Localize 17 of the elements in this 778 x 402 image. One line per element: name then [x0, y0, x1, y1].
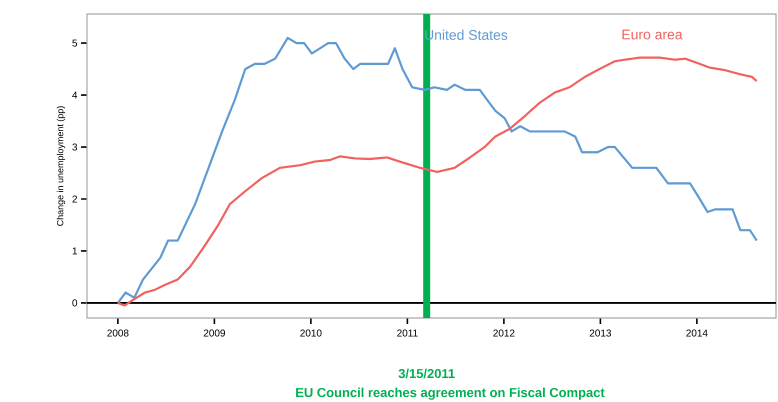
x-tick-label: 2012: [493, 330, 514, 337]
x-tick-label: 2009: [204, 330, 225, 337]
x-tick-label: 2013: [590, 330, 612, 337]
x-tick-label: 2011: [397, 330, 418, 337]
x-tick-label: 2010: [300, 330, 322, 337]
y-tick-label: 2: [72, 196, 77, 202]
ref-line-label: 3/15/2011: [398, 368, 455, 378]
y-tick-label: 0: [72, 299, 78, 306]
y-tick-label: 5: [72, 40, 78, 47]
y-axis-title: Change in unemployment (pp): [56, 106, 66, 226]
x-tick-label: 2008: [107, 330, 129, 337]
x-tick-label: 2014: [686, 330, 708, 337]
text: EU Council reaches agreement on Fiscal Compact: [296, 388, 605, 400]
y-tick-label: 1: [72, 248, 78, 254]
y-tick-label: 3: [72, 144, 78, 151]
y-tick-label: 4: [72, 92, 78, 98]
series-label: Euro area: [622, 30, 683, 40]
